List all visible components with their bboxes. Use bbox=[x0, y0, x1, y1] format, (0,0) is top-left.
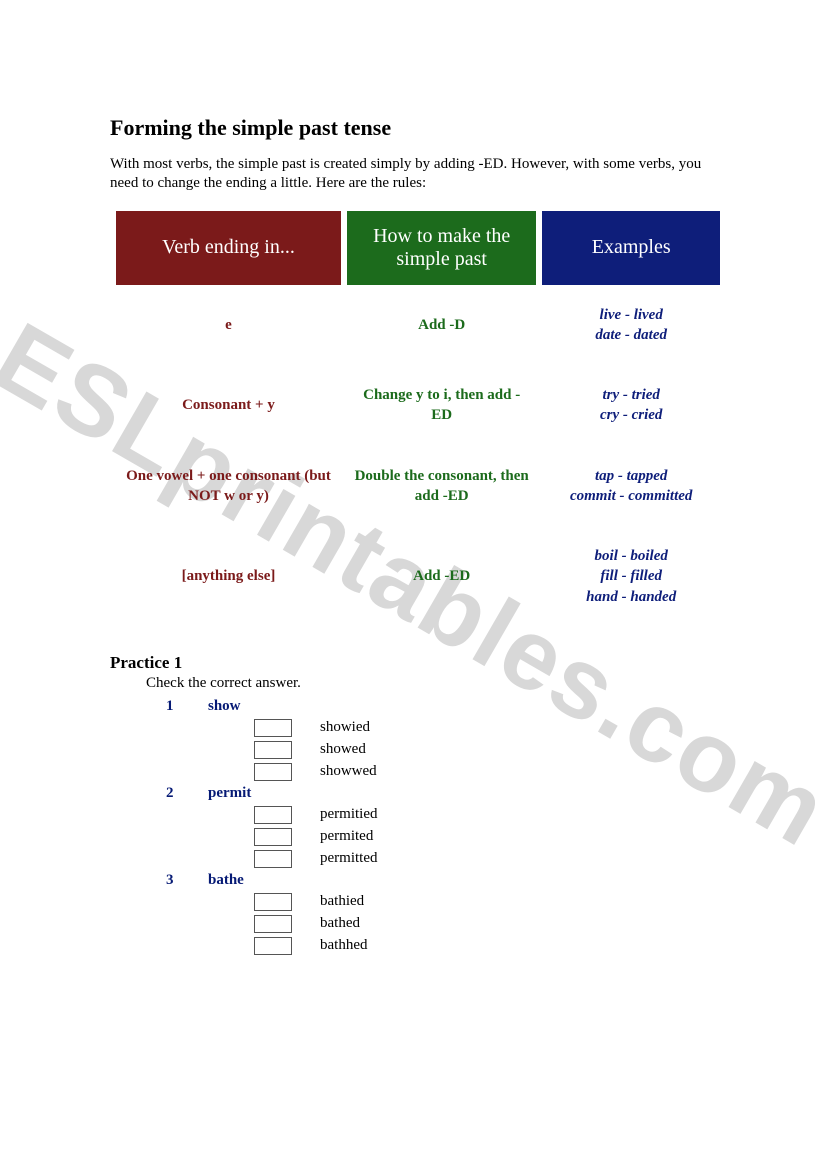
checkbox[interactable] bbox=[254, 719, 292, 737]
option-row: bathied bbox=[254, 893, 726, 911]
option-label: bathed bbox=[320, 915, 360, 932]
checkbox[interactable] bbox=[254, 741, 292, 759]
rule-examples: try - triedcry - cried bbox=[542, 365, 720, 446]
option-label: showwed bbox=[320, 763, 377, 780]
header-how-to-make: How to make the simple past bbox=[347, 211, 536, 285]
rule-examples: tap - tappedcommit - committed bbox=[542, 446, 720, 527]
rules-table: Verb ending in... How to make the simple… bbox=[110, 211, 726, 627]
intro-paragraph: With most verbs, the simple past is crea… bbox=[110, 155, 726, 193]
checkbox[interactable] bbox=[254, 893, 292, 911]
option-row: permitted bbox=[254, 850, 726, 868]
checkbox[interactable] bbox=[254, 937, 292, 955]
checkbox[interactable] bbox=[254, 828, 292, 846]
question-number: 1 bbox=[166, 698, 208, 715]
rule-ending: [anything else] bbox=[116, 526, 341, 627]
table-row: One vowel + one consonant (but NOT w or … bbox=[116, 446, 720, 527]
rule-ending: One vowel + one consonant (but NOT w or … bbox=[116, 446, 341, 527]
option-label: permitied bbox=[320, 806, 377, 823]
header-verb-ending: Verb ending in... bbox=[116, 211, 341, 285]
rule-ending: e bbox=[116, 285, 341, 366]
table-row: eAdd -Dlive - liveddate - dated bbox=[116, 285, 720, 366]
option-row: showwed bbox=[254, 763, 726, 781]
practice-heading: Practice 1 bbox=[110, 653, 726, 673]
rule-examples: live - liveddate - dated bbox=[542, 285, 720, 366]
question-row: 1show bbox=[166, 698, 726, 715]
question-word: show bbox=[208, 698, 241, 714]
checkbox[interactable] bbox=[254, 806, 292, 824]
rule-how: Double the consonant, then add -ED bbox=[347, 446, 536, 527]
page-title: Forming the simple past tense bbox=[110, 115, 726, 141]
option-row: showed bbox=[254, 741, 726, 759]
option-label: permitted bbox=[320, 850, 377, 867]
table-row: [anything else]Add -EDboil - boiledfill … bbox=[116, 526, 720, 627]
page: Forming the simple past tense With most … bbox=[0, 0, 821, 1009]
option-row: permited bbox=[254, 828, 726, 846]
checkbox[interactable] bbox=[254, 850, 292, 868]
option-label: bathied bbox=[320, 893, 364, 910]
question-row: 3bathe bbox=[166, 872, 726, 889]
rule-examples: boil - boiledfill - filledhand - handed bbox=[542, 526, 720, 627]
option-label: permited bbox=[320, 828, 373, 845]
rules-tbody: eAdd -Dlive - liveddate - datedConsonant… bbox=[116, 285, 720, 627]
option-row: bathed bbox=[254, 915, 726, 933]
option-label: bathhed bbox=[320, 937, 367, 954]
option-row: permitied bbox=[254, 806, 726, 824]
practice-instruction: Check the correct answer. bbox=[146, 675, 726, 692]
option-label: showed bbox=[320, 741, 366, 758]
question-row: 2permit bbox=[166, 785, 726, 802]
rule-how: Change y to i, then add -ED bbox=[347, 365, 536, 446]
checkbox[interactable] bbox=[254, 763, 292, 781]
checkbox[interactable] bbox=[254, 915, 292, 933]
rule-how: Add -D bbox=[347, 285, 536, 366]
table-row: Consonant + yChange y to i, then add -ED… bbox=[116, 365, 720, 446]
question-word: permit bbox=[208, 785, 251, 801]
header-examples: Examples bbox=[542, 211, 720, 285]
option-label: showied bbox=[320, 719, 370, 736]
rule-ending: Consonant + y bbox=[116, 365, 341, 446]
option-row: showied bbox=[254, 719, 726, 737]
question-number: 2 bbox=[166, 785, 208, 802]
practice-questions: 1show showied showed showwed 2permit permitie… bbox=[110, 698, 726, 955]
question-number: 3 bbox=[166, 872, 208, 889]
rule-how: Add -ED bbox=[347, 526, 536, 627]
option-row: bathhed bbox=[254, 937, 726, 955]
question-word: bathe bbox=[208, 872, 244, 888]
